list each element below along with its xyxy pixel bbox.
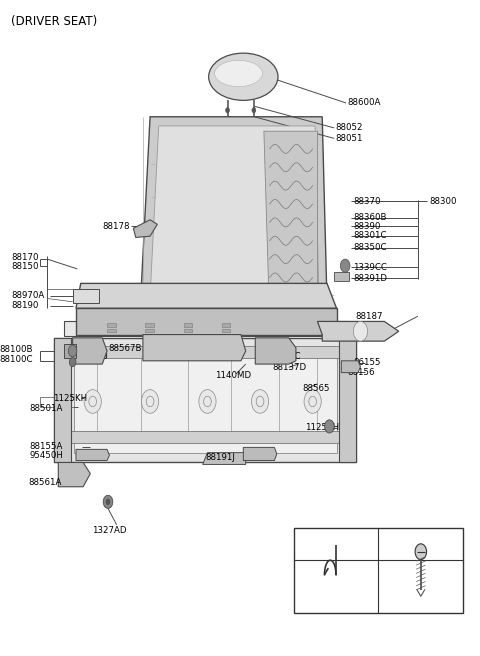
Text: 88391D: 88391D bbox=[353, 274, 387, 283]
Polygon shape bbox=[243, 447, 277, 461]
Polygon shape bbox=[143, 335, 246, 361]
Polygon shape bbox=[76, 449, 109, 461]
Bar bbox=[145, 323, 154, 327]
Bar bbox=[107, 329, 116, 332]
Polygon shape bbox=[73, 348, 336, 453]
Bar bbox=[72, 289, 99, 303]
Bar bbox=[107, 323, 116, 327]
Circle shape bbox=[142, 390, 159, 413]
Text: 1327AD: 1327AD bbox=[92, 525, 126, 535]
Text: 1140MD: 1140MD bbox=[215, 371, 251, 380]
Circle shape bbox=[415, 544, 427, 560]
Ellipse shape bbox=[209, 53, 278, 100]
Text: 88565: 88565 bbox=[302, 384, 330, 393]
Text: 1339CC: 1339CC bbox=[353, 263, 387, 272]
Text: 88300: 88300 bbox=[430, 197, 457, 206]
Text: 88567B: 88567B bbox=[108, 344, 142, 354]
Text: 88137C: 88137C bbox=[267, 352, 301, 361]
Polygon shape bbox=[58, 462, 90, 487]
Polygon shape bbox=[54, 338, 356, 462]
Text: 88100C: 88100C bbox=[0, 355, 33, 364]
Circle shape bbox=[252, 108, 256, 113]
Polygon shape bbox=[64, 344, 76, 358]
Text: 88370: 88370 bbox=[353, 197, 381, 206]
Text: 88191J: 88191J bbox=[78, 350, 108, 359]
Bar bbox=[59, 346, 346, 358]
Bar bbox=[222, 323, 230, 327]
Text: 88178: 88178 bbox=[102, 222, 130, 231]
Bar bbox=[183, 323, 192, 327]
Text: 88627: 88627 bbox=[322, 540, 350, 549]
Text: 1125KH: 1125KH bbox=[305, 423, 340, 432]
Text: 88970A: 88970A bbox=[12, 291, 45, 300]
Text: 88301C: 88301C bbox=[353, 231, 387, 240]
Circle shape bbox=[324, 420, 334, 433]
Polygon shape bbox=[341, 361, 360, 373]
Bar bbox=[222, 329, 230, 332]
Bar bbox=[294, 528, 463, 613]
Polygon shape bbox=[334, 272, 348, 281]
Text: 88501A: 88501A bbox=[30, 403, 63, 413]
Text: 88561A: 88561A bbox=[28, 478, 61, 487]
Polygon shape bbox=[76, 308, 336, 335]
Circle shape bbox=[226, 108, 229, 113]
Circle shape bbox=[252, 390, 269, 413]
Polygon shape bbox=[141, 117, 327, 302]
Circle shape bbox=[199, 390, 216, 413]
Polygon shape bbox=[150, 126, 319, 297]
Text: 88360B: 88360B bbox=[353, 213, 387, 222]
Text: 1249GB: 1249GB bbox=[403, 540, 439, 549]
Polygon shape bbox=[317, 321, 399, 341]
Text: 88600A: 88600A bbox=[347, 98, 381, 108]
Polygon shape bbox=[339, 338, 356, 462]
Circle shape bbox=[340, 259, 350, 272]
Bar bbox=[145, 329, 154, 332]
Ellipse shape bbox=[215, 60, 263, 87]
Text: 88390: 88390 bbox=[353, 222, 381, 231]
Polygon shape bbox=[264, 131, 317, 289]
Circle shape bbox=[304, 390, 321, 413]
Polygon shape bbox=[64, 321, 346, 336]
Polygon shape bbox=[72, 338, 107, 364]
Polygon shape bbox=[76, 283, 336, 308]
Text: 1243DB: 1243DB bbox=[183, 342, 218, 352]
Bar bbox=[59, 431, 346, 443]
Text: 88170: 88170 bbox=[12, 253, 39, 262]
Text: (DRIVER SEAT): (DRIVER SEAT) bbox=[12, 15, 97, 28]
Text: 88051: 88051 bbox=[335, 134, 362, 143]
Circle shape bbox=[84, 390, 101, 413]
Text: 88191J: 88191J bbox=[205, 453, 235, 462]
Text: 88350C: 88350C bbox=[353, 243, 387, 253]
Text: 88150: 88150 bbox=[12, 262, 39, 272]
Polygon shape bbox=[54, 338, 71, 462]
Text: 86155: 86155 bbox=[353, 358, 381, 367]
Circle shape bbox=[106, 499, 110, 505]
Text: 1125KH: 1125KH bbox=[53, 394, 88, 403]
Circle shape bbox=[68, 345, 77, 357]
Circle shape bbox=[103, 495, 113, 508]
Polygon shape bbox=[255, 338, 296, 364]
Polygon shape bbox=[203, 453, 246, 464]
Text: 88100B: 88100B bbox=[0, 345, 33, 354]
Text: 88137D: 88137D bbox=[272, 363, 306, 372]
Text: 86156: 86156 bbox=[348, 368, 375, 377]
Polygon shape bbox=[133, 220, 157, 237]
Circle shape bbox=[353, 321, 368, 341]
Text: 88155A: 88155A bbox=[30, 441, 63, 451]
Text: 88187: 88187 bbox=[356, 312, 383, 321]
Text: 88190: 88190 bbox=[12, 301, 39, 310]
Text: 88052: 88052 bbox=[335, 123, 362, 133]
Bar bbox=[183, 329, 192, 332]
Text: 95450H: 95450H bbox=[30, 451, 63, 461]
Circle shape bbox=[69, 358, 76, 367]
